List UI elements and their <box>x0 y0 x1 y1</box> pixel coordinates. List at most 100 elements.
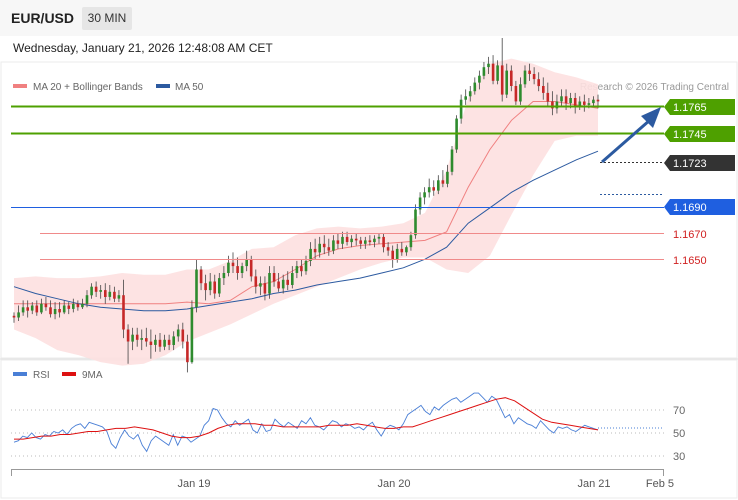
candle-body <box>44 303 48 308</box>
candle-body <box>322 243 326 248</box>
candle <box>62 300 66 315</box>
candle <box>332 235 335 255</box>
candle-body <box>446 171 449 184</box>
candle-body <box>108 291 112 297</box>
rsi-tick-70: 70 <box>673 405 685 417</box>
level-tag-1745 <box>664 126 735 142</box>
candle <box>131 327 134 351</box>
ma20-legend-label: MA 20 + Bollinger Bands <box>33 82 143 93</box>
candle <box>53 302 57 320</box>
candle-body <box>85 295 89 304</box>
candle-body <box>208 281 212 291</box>
candle <box>181 322 185 349</box>
rsi-ma-legend-swatch <box>62 372 76 376</box>
rsi-tick-50: 50 <box>673 428 685 440</box>
candle-body <box>17 312 20 318</box>
rsi-gridlines: 70 50 30 <box>11 405 685 463</box>
candle-body <box>35 305 39 313</box>
candle <box>542 77 545 100</box>
x-label-feb5: Feb 5 <box>646 478 674 490</box>
candle-body <box>49 307 52 315</box>
candle-body <box>286 279 289 285</box>
candle-body <box>67 305 71 309</box>
candle <box>81 298 84 309</box>
candle-body <box>99 290 102 292</box>
candle <box>510 65 513 92</box>
candle <box>482 62 486 80</box>
candle-body <box>473 82 477 92</box>
candle-body <box>154 339 157 345</box>
candle <box>514 80 518 105</box>
candle-body <box>528 70 531 74</box>
candle <box>272 266 276 287</box>
forecast-arrow-head <box>641 107 661 128</box>
candle <box>213 274 216 299</box>
candle-body <box>427 187 431 193</box>
ma50-line <box>13 150 599 312</box>
candle <box>368 235 372 246</box>
candle <box>468 86 472 102</box>
forecast-arrow <box>601 107 661 164</box>
candle <box>313 238 317 260</box>
candle <box>199 266 203 291</box>
candle <box>154 334 157 352</box>
candle <box>304 255 308 275</box>
candle-body <box>76 303 80 308</box>
symbol-title: EUR/USD <box>11 10 75 26</box>
candle-body <box>482 67 486 76</box>
candle-body <box>382 236 385 248</box>
candle-body <box>309 248 312 261</box>
candle-body <box>272 273 276 282</box>
candle <box>345 231 349 246</box>
candle-body <box>26 307 29 311</box>
candle <box>291 266 294 289</box>
candle <box>532 67 536 85</box>
candle <box>400 242 404 256</box>
candle-body <box>468 91 472 97</box>
candle-body <box>573 98 577 107</box>
candle-body <box>569 98 572 104</box>
candle <box>240 262 244 279</box>
candle-body <box>391 250 394 260</box>
candle-body <box>359 240 362 244</box>
candle <box>537 72 540 92</box>
candle <box>268 266 271 299</box>
rsi-ma-line <box>14 397 599 440</box>
candle-body <box>135 334 139 340</box>
level-tag-1690 <box>664 199 735 215</box>
candle <box>30 302 34 315</box>
candle-body <box>149 341 153 345</box>
candle <box>135 327 139 347</box>
candle-body <box>304 260 308 272</box>
candle-body <box>496 65 499 81</box>
forecast-arrow-shaft <box>601 118 651 164</box>
candle <box>505 63 508 98</box>
x-label-jan21: Jan 21 <box>577 478 610 490</box>
candle-body <box>464 96 467 100</box>
candle <box>190 300 194 364</box>
candle <box>391 245 394 268</box>
candle-body <box>263 283 267 294</box>
candle-body <box>341 236 344 244</box>
candle-body <box>218 278 221 294</box>
candle-body <box>560 96 563 102</box>
candle-body <box>186 341 189 363</box>
candle-body <box>90 286 93 296</box>
candle-body <box>551 101 554 109</box>
candle-body <box>172 336 175 345</box>
candle-body <box>418 197 422 210</box>
rsi-lines-layer <box>13 392 599 453</box>
candle <box>386 242 390 256</box>
candle-body <box>122 295 125 330</box>
candle <box>281 274 285 294</box>
timeframe-button[interactable]: 30 MIN <box>82 7 132 30</box>
candle-body <box>583 101 586 105</box>
candle <box>40 298 43 315</box>
candle <box>354 233 358 246</box>
candle <box>496 60 499 85</box>
candle <box>300 259 303 277</box>
candle <box>94 281 98 297</box>
candle-body <box>564 96 568 104</box>
candle-body <box>113 291 116 299</box>
candle <box>17 305 20 321</box>
